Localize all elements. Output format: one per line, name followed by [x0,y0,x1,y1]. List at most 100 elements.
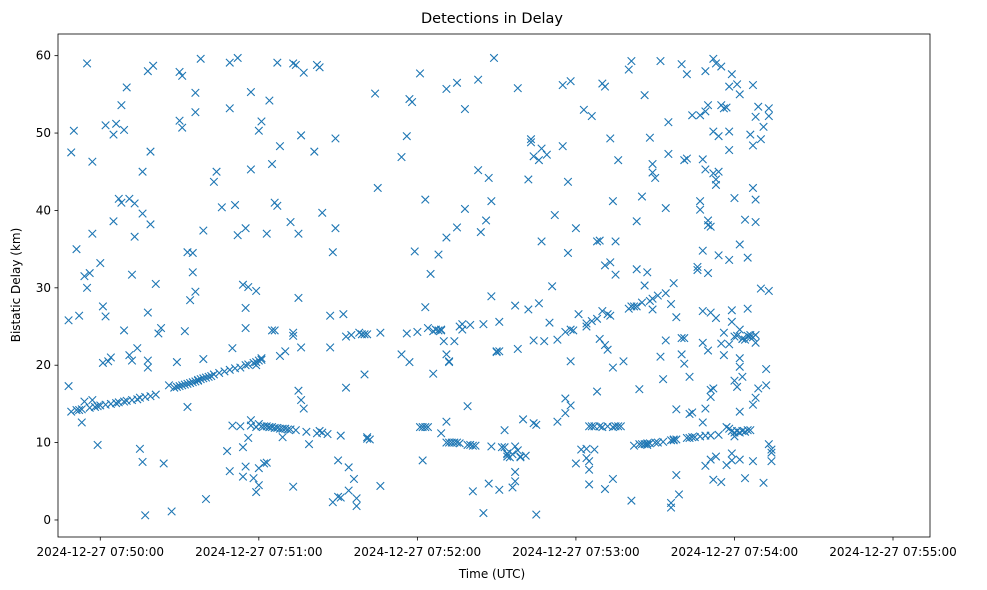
data-point [598,306,607,316]
data-point [114,194,123,204]
data-point [199,374,208,383]
data-point [154,329,163,338]
y-tick-label: 50 [36,126,51,140]
data-point [434,250,443,259]
data-point [468,441,478,450]
data-point [143,363,153,372]
data-point [735,90,744,99]
data-point [296,343,306,352]
data-point [510,467,520,477]
data-point [738,372,747,382]
data-point [180,326,190,336]
data-point [730,432,739,441]
data-point [442,84,451,94]
data-point [291,60,301,70]
data-point [603,345,612,354]
data-point [529,419,538,428]
data-point [88,229,97,238]
data-point [402,329,411,338]
data-point [74,405,84,415]
data-point [233,53,242,63]
data-point [484,173,493,183]
data-point [754,102,763,111]
data-point [674,490,684,499]
data-point [463,402,472,411]
data-point [175,67,184,77]
data-point [299,68,308,77]
data-point [648,294,657,303]
data-point [532,420,541,429]
data-point [370,89,380,98]
data-point [397,152,406,162]
data-point [629,302,639,311]
data-point [273,58,282,67]
data-point [751,217,760,227]
data-point [513,446,522,455]
data-point [119,397,129,406]
data-point [526,135,536,144]
data-point [323,429,332,439]
data-point [706,385,715,395]
data-point [767,456,776,466]
data-point [611,237,620,246]
data-point [518,415,528,424]
data-point [614,422,623,431]
data-point [109,130,118,139]
data-point [244,433,253,443]
data-point [579,105,589,115]
data-point [492,347,501,357]
data-point [730,332,739,341]
data-point [566,325,575,334]
data-point [545,318,554,327]
data-point [658,374,668,384]
data-point [180,380,190,389]
data-point [93,402,102,411]
data-point [450,337,459,346]
data-point [325,343,335,352]
chart-title: Detections in Delay [421,11,563,27]
data-point [275,142,285,151]
data-point [685,409,694,419]
data-point [703,101,713,110]
data-point [175,116,184,125]
data-point [735,455,744,464]
data-point [72,244,81,254]
y-axis: 0 10 20 30 40 50 60 [36,49,58,527]
data-point [349,474,359,484]
data-point [687,408,697,417]
data-point [751,338,760,347]
data-point [283,425,293,434]
data-point [468,487,478,496]
data-point [85,268,94,278]
data-point [706,392,715,402]
data-point [682,154,692,163]
data-point [347,330,356,340]
data-point [698,418,707,427]
data-point [146,391,155,401]
data-point [513,344,522,354]
data-point [643,268,652,277]
data-point [500,443,509,452]
data-point [487,196,496,206]
data-point [236,363,245,372]
data-point [740,215,750,224]
data-point [138,457,147,467]
data-point [616,422,626,431]
data-point [251,487,261,497]
plot-area [57,33,931,538]
data-point [743,426,752,435]
data-point [759,122,768,132]
data-point [529,336,538,345]
data-point [748,183,758,193]
data-point [251,357,261,367]
data-point [756,135,766,144]
data-point [706,222,715,231]
data-point [553,417,562,426]
data-point [561,327,570,337]
data-point [228,343,237,353]
data-point [193,375,203,385]
data-point [244,282,253,292]
data-point [241,303,250,313]
data-point [328,248,338,257]
